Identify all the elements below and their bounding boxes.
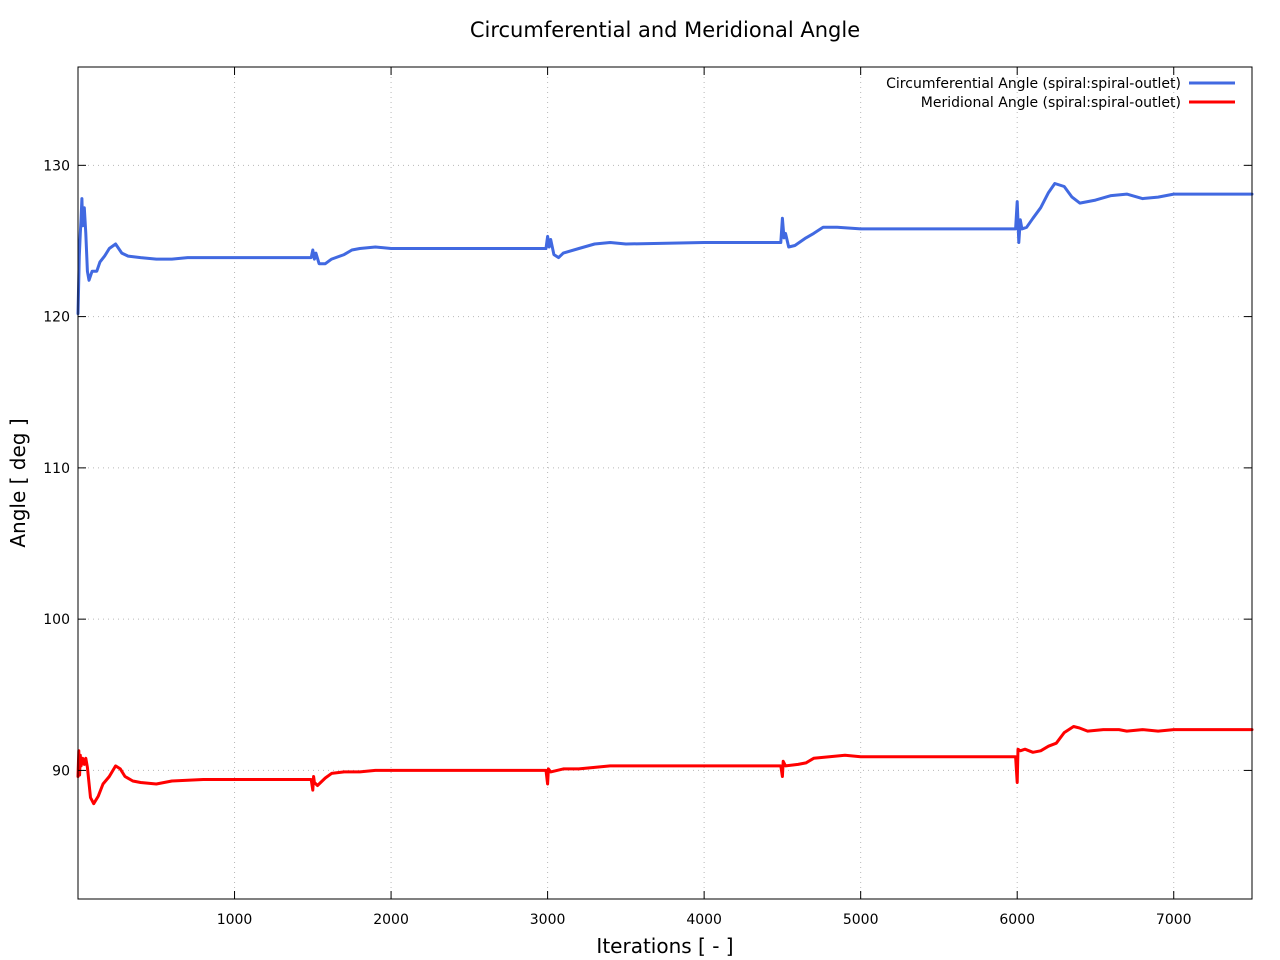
series-line-1	[76, 182, 1254, 316]
ticks: 1000 2000 3000 4000 5000 6000 7000 90 100 110 120 1…	[43, 67, 1252, 928]
y-tick-label: 90	[52, 763, 70, 779]
legend: Circumferential Angle (spiral:spiral-out…	[886, 76, 1235, 111]
x-tick-label: 4000	[686, 912, 722, 928]
chart-title: Circumferential and Meridional Angle	[470, 18, 860, 42]
x-tick-label: 7000	[1156, 912, 1192, 928]
plot-frame	[77, 66, 1253, 900]
y-tick-label: 110	[43, 461, 70, 477]
legend-label-2: Meridional Angle (spiral:spiral-outlet)	[921, 95, 1181, 111]
y-axis-title: Angle [ deg ]	[6, 418, 30, 547]
legend-label-1: Circumferential Angle (spiral:spiral-out…	[886, 76, 1181, 92]
x-axis-title: Iterations [ - ]	[596, 934, 733, 958]
series-layer	[76, 182, 1254, 806]
x-tick-label: 6000	[999, 912, 1035, 928]
x-tick-label: 5000	[843, 912, 879, 928]
x-tick-label: 1000	[217, 912, 253, 928]
x-tick-label: 2000	[373, 912, 409, 928]
y-tick-label: 130	[43, 158, 70, 174]
y-tick-label: 120	[43, 310, 70, 326]
series-line-2	[76, 725, 1254, 806]
x-tick-label: 3000	[530, 912, 566, 928]
grid	[78, 67, 1252, 899]
y-tick-label: 100	[43, 612, 70, 628]
